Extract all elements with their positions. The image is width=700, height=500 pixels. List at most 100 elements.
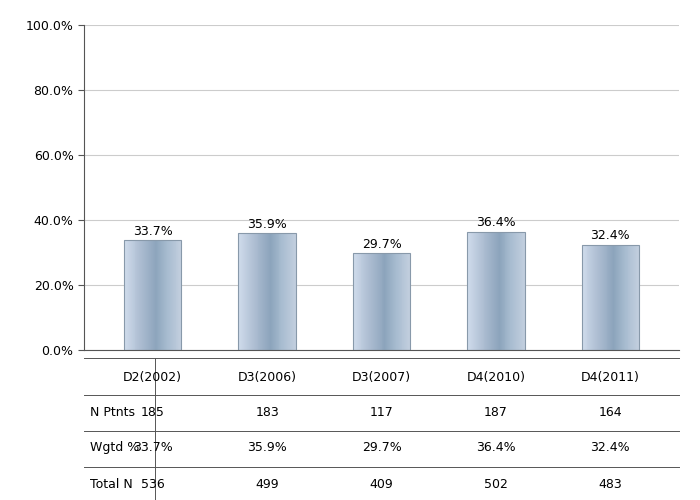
Bar xyxy=(635,244,636,350)
Bar xyxy=(519,232,520,350)
Bar xyxy=(498,232,499,350)
Text: 499: 499 xyxy=(256,478,279,492)
Bar xyxy=(395,254,397,350)
Bar xyxy=(374,254,376,350)
Bar xyxy=(516,232,517,350)
Bar xyxy=(631,244,632,350)
Bar xyxy=(587,244,589,350)
Bar xyxy=(602,244,603,350)
Bar xyxy=(617,244,618,350)
Bar xyxy=(502,232,503,350)
Bar xyxy=(134,240,136,350)
Bar xyxy=(484,232,485,350)
Bar xyxy=(355,254,356,350)
Bar xyxy=(390,254,391,350)
Text: 35.9%: 35.9% xyxy=(247,441,287,454)
Bar xyxy=(170,240,171,350)
Bar xyxy=(474,232,475,350)
Text: 36.4%: 36.4% xyxy=(476,216,516,229)
Bar xyxy=(632,244,634,350)
Text: 117: 117 xyxy=(370,406,393,420)
Bar xyxy=(487,232,489,350)
Bar xyxy=(521,232,522,350)
Text: 183: 183 xyxy=(256,406,279,420)
Bar xyxy=(136,240,137,350)
Bar xyxy=(503,232,505,350)
Bar xyxy=(512,232,513,350)
Bar xyxy=(599,244,600,350)
Bar xyxy=(505,232,506,350)
Bar xyxy=(128,240,129,350)
Bar xyxy=(601,244,602,350)
Bar xyxy=(139,240,140,350)
Bar xyxy=(173,240,174,350)
Bar xyxy=(271,234,272,350)
Bar xyxy=(372,254,373,350)
Text: 32.4%: 32.4% xyxy=(591,441,630,454)
Bar xyxy=(399,254,400,350)
Bar xyxy=(291,234,292,350)
Bar xyxy=(364,254,365,350)
Bar xyxy=(508,232,510,350)
Bar xyxy=(282,234,284,350)
Bar xyxy=(167,240,168,350)
Text: 29.7%: 29.7% xyxy=(362,238,401,251)
Bar xyxy=(593,244,594,350)
Bar xyxy=(394,254,395,350)
Bar xyxy=(520,232,521,350)
Bar xyxy=(482,232,484,350)
Bar xyxy=(130,240,131,350)
Bar xyxy=(294,234,295,350)
Text: 409: 409 xyxy=(370,478,393,492)
Bar xyxy=(161,240,162,350)
Bar xyxy=(402,254,403,350)
Bar xyxy=(124,240,125,350)
Bar xyxy=(408,254,409,350)
Bar xyxy=(260,234,261,350)
Bar xyxy=(386,254,387,350)
Bar xyxy=(269,234,270,350)
Bar xyxy=(262,234,263,350)
Bar xyxy=(251,234,252,350)
Bar xyxy=(622,244,623,350)
Bar xyxy=(606,244,608,350)
Bar xyxy=(385,254,386,350)
Bar xyxy=(244,234,245,350)
Bar xyxy=(361,254,363,350)
Bar xyxy=(270,234,271,350)
Bar xyxy=(152,240,153,350)
Bar xyxy=(478,232,479,350)
Bar xyxy=(636,244,637,350)
Text: D4(2011): D4(2011) xyxy=(581,370,640,384)
Bar xyxy=(137,240,139,350)
Bar xyxy=(250,234,251,350)
Bar xyxy=(273,234,274,350)
Bar xyxy=(611,244,612,350)
Bar xyxy=(150,240,152,350)
Bar xyxy=(496,232,497,350)
Bar xyxy=(164,240,165,350)
Bar xyxy=(612,244,613,350)
Bar xyxy=(370,254,371,350)
Bar xyxy=(144,240,145,350)
Bar xyxy=(147,240,148,350)
Bar xyxy=(613,244,614,350)
Bar xyxy=(267,234,268,350)
Text: 536: 536 xyxy=(141,478,164,492)
Bar xyxy=(522,232,523,350)
Bar xyxy=(268,234,269,350)
Text: D3(2007): D3(2007) xyxy=(352,370,411,384)
Bar xyxy=(384,254,385,350)
Bar xyxy=(163,240,164,350)
Bar xyxy=(284,234,285,350)
Text: 33.7%: 33.7% xyxy=(133,441,172,454)
Bar xyxy=(376,254,377,350)
Bar xyxy=(241,234,242,350)
Bar xyxy=(615,244,616,350)
Bar xyxy=(400,254,402,350)
Bar xyxy=(257,234,258,350)
Bar xyxy=(158,240,160,350)
Bar xyxy=(378,254,379,350)
Bar xyxy=(406,254,407,350)
Text: 187: 187 xyxy=(484,406,508,420)
